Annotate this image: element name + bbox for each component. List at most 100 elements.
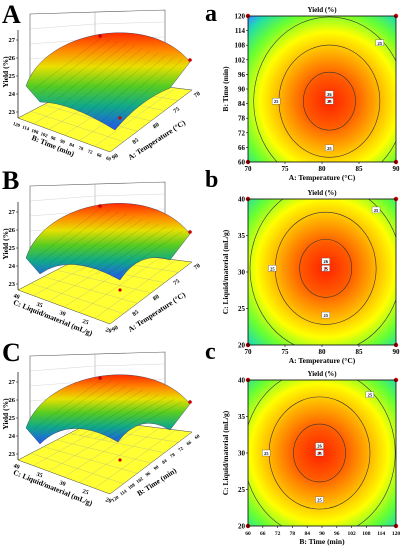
x-tick-label: 96 xyxy=(145,471,152,478)
heat-fill xyxy=(248,16,396,162)
x-tick-label: 80 xyxy=(152,122,160,130)
contour-label: 25 xyxy=(262,449,271,457)
y-axis-label: C: Liquid/material (mL/g) xyxy=(221,410,230,495)
x-axis-label: B: Time (min) xyxy=(299,537,345,546)
contour-label: 26 xyxy=(325,90,334,98)
x-tick-label: 90 xyxy=(319,531,325,537)
design-point xyxy=(118,116,122,120)
x-tick-label: 60 xyxy=(245,531,251,537)
y-tick-label: 120 xyxy=(235,13,246,21)
y-tick-label: 25 xyxy=(81,489,89,497)
x-tick-label: 85 xyxy=(132,138,140,146)
z-tick-label: 27 xyxy=(9,209,16,216)
y-tick-label: 35 xyxy=(35,302,43,310)
x-tick-label: 80 xyxy=(319,348,327,356)
contour-plot-c: 2525252526 xyxy=(245,377,399,529)
y-tick-label: 90 xyxy=(59,139,66,146)
x-tick-label: 75 xyxy=(282,165,290,173)
plot-title: Yield (%) xyxy=(307,370,337,378)
design-point xyxy=(188,58,192,62)
y-tick-label: 120 xyxy=(12,122,21,129)
contour-label: 25 xyxy=(315,496,324,503)
y-tick-label: 40 xyxy=(238,196,246,204)
z-tick-label: 25 xyxy=(9,73,16,80)
x-tick-label: 102 xyxy=(347,531,356,537)
z-axis-label: Yield (%) xyxy=(1,228,10,260)
contour-label: 25 xyxy=(371,206,381,214)
z-tick-label: 24 xyxy=(9,433,16,440)
z-axis-label: Yield (%) xyxy=(1,398,10,430)
y-axis-label: C: Liquid/material (mL/g) xyxy=(221,229,230,314)
y-tick-label: 96 xyxy=(238,71,246,79)
x-tick-label: 85 xyxy=(356,165,364,173)
y-tick-label: 108 xyxy=(235,42,246,50)
design-point xyxy=(98,376,102,380)
contour-line xyxy=(248,380,396,526)
x-tick-label: 78 xyxy=(290,531,296,537)
contour-label: 25 xyxy=(375,39,384,46)
plot-title: Yield (%) xyxy=(307,6,337,14)
x-tick-label: 90 xyxy=(111,325,119,333)
x-tick-label: 60 xyxy=(194,434,201,441)
y-tick-label: 96 xyxy=(50,136,57,143)
y-tick-label: 72 xyxy=(238,129,246,137)
y-tick-label: 102 xyxy=(235,56,246,64)
design-point xyxy=(98,204,102,208)
y-tick-label: 30 xyxy=(238,450,246,458)
z-tick-label: 26 xyxy=(9,227,16,234)
surface-plot-C xyxy=(16,351,193,495)
z-tick-label: 24 xyxy=(9,91,16,98)
contour-label: 26 xyxy=(315,442,324,449)
x-tick-label: 120 xyxy=(392,531,401,537)
contour-label: 25 xyxy=(365,391,375,398)
contour-plot-b: 2525252526 xyxy=(245,196,399,348)
z-tick-label: 24 xyxy=(9,263,16,270)
x-tick-label: 75 xyxy=(282,348,290,356)
y-tick-label: 35 xyxy=(238,232,246,240)
y-axis-label: B: Time (min) xyxy=(221,66,230,112)
y-tick-label: 90 xyxy=(238,86,246,94)
y-tick-label: 25 xyxy=(238,305,246,313)
x-tick-label: 96 xyxy=(334,531,340,537)
svg-text:25: 25 xyxy=(264,451,269,456)
y-tick-label: 25 xyxy=(238,486,246,494)
svg-text:25: 25 xyxy=(377,41,382,46)
design-point xyxy=(98,34,102,38)
y-tick-label: 72 xyxy=(87,150,94,157)
x-axis-label: A: Temperature (°C) xyxy=(289,173,356,182)
x-tick-label: 66 xyxy=(260,531,266,537)
z-tick-label: 27 xyxy=(9,379,16,386)
contour-line xyxy=(303,71,356,131)
contour-line xyxy=(253,16,396,162)
x-tick-label: 72 xyxy=(178,446,185,453)
y-tick-label: 108 xyxy=(30,129,39,136)
x-tick-label: 108 xyxy=(128,483,137,492)
svg-text:25: 25 xyxy=(323,313,328,318)
x-tick-label: 90 xyxy=(393,165,401,173)
panel-letter-c: c xyxy=(205,339,216,365)
x-tick-label: 85 xyxy=(132,310,140,318)
svg-text:25: 25 xyxy=(274,99,279,104)
x-tick-label: 90 xyxy=(393,348,401,356)
y-tick-label: 84 xyxy=(68,143,75,150)
response-surface xyxy=(25,203,191,281)
x-tick-label: 85 xyxy=(356,348,364,356)
y-tick-label: 114 xyxy=(21,125,30,132)
center-point xyxy=(328,99,331,103)
contour-label: 25 xyxy=(268,265,277,272)
y-tick-label: 20 xyxy=(238,523,246,531)
svg-text:26: 26 xyxy=(327,92,332,97)
y-tick-label: 60 xyxy=(105,156,112,163)
x-tick-label: 80 xyxy=(152,294,160,302)
z-tick-label: 26 xyxy=(9,55,16,62)
svg-text:25: 25 xyxy=(327,146,332,151)
design-point xyxy=(118,288,122,292)
z-tick-label: 25 xyxy=(9,415,16,422)
svg-text:25: 25 xyxy=(317,498,322,503)
y-tick-label: 40 xyxy=(12,463,20,471)
design-point xyxy=(188,230,192,234)
svg-text:26: 26 xyxy=(323,259,328,264)
x-tick-label: 78 xyxy=(170,452,177,459)
y-tick-label: 66 xyxy=(238,144,246,152)
y-tick-label: 78 xyxy=(238,115,246,123)
